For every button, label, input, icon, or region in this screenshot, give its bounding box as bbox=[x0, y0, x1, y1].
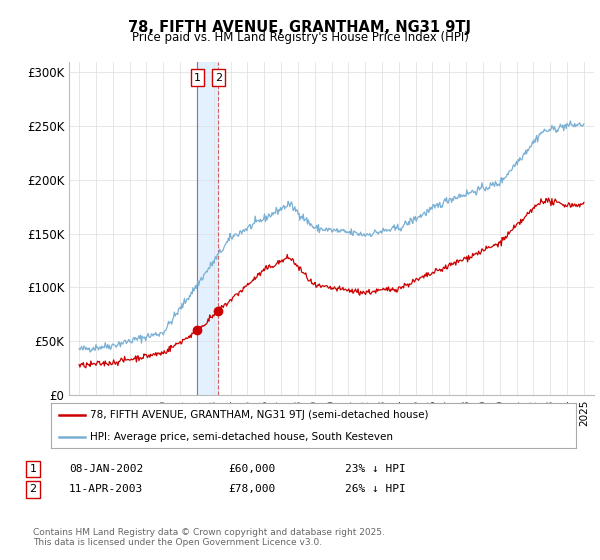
Text: Price paid vs. HM Land Registry's House Price Index (HPI): Price paid vs. HM Land Registry's House … bbox=[131, 31, 469, 44]
Text: 1: 1 bbox=[194, 73, 201, 83]
Text: 2: 2 bbox=[215, 73, 222, 83]
Text: 08-JAN-2002: 08-JAN-2002 bbox=[69, 464, 143, 474]
Text: 2: 2 bbox=[29, 484, 37, 494]
Text: 23% ↓ HPI: 23% ↓ HPI bbox=[345, 464, 406, 474]
Text: 11-APR-2003: 11-APR-2003 bbox=[69, 484, 143, 494]
Text: £78,000: £78,000 bbox=[228, 484, 275, 494]
Text: Contains HM Land Registry data © Crown copyright and database right 2025.
This d: Contains HM Land Registry data © Crown c… bbox=[33, 528, 385, 547]
Text: £60,000: £60,000 bbox=[228, 464, 275, 474]
Bar bbox=[197, 62, 218, 395]
Text: 78, FIFTH AVENUE, GRANTHAM, NG31 9TJ (semi-detached house): 78, FIFTH AVENUE, GRANTHAM, NG31 9TJ (se… bbox=[91, 410, 429, 421]
Text: 26% ↓ HPI: 26% ↓ HPI bbox=[345, 484, 406, 494]
Text: 1: 1 bbox=[29, 464, 37, 474]
Text: 78, FIFTH AVENUE, GRANTHAM, NG31 9TJ: 78, FIFTH AVENUE, GRANTHAM, NG31 9TJ bbox=[128, 20, 472, 35]
Text: HPI: Average price, semi-detached house, South Kesteven: HPI: Average price, semi-detached house,… bbox=[91, 432, 394, 442]
